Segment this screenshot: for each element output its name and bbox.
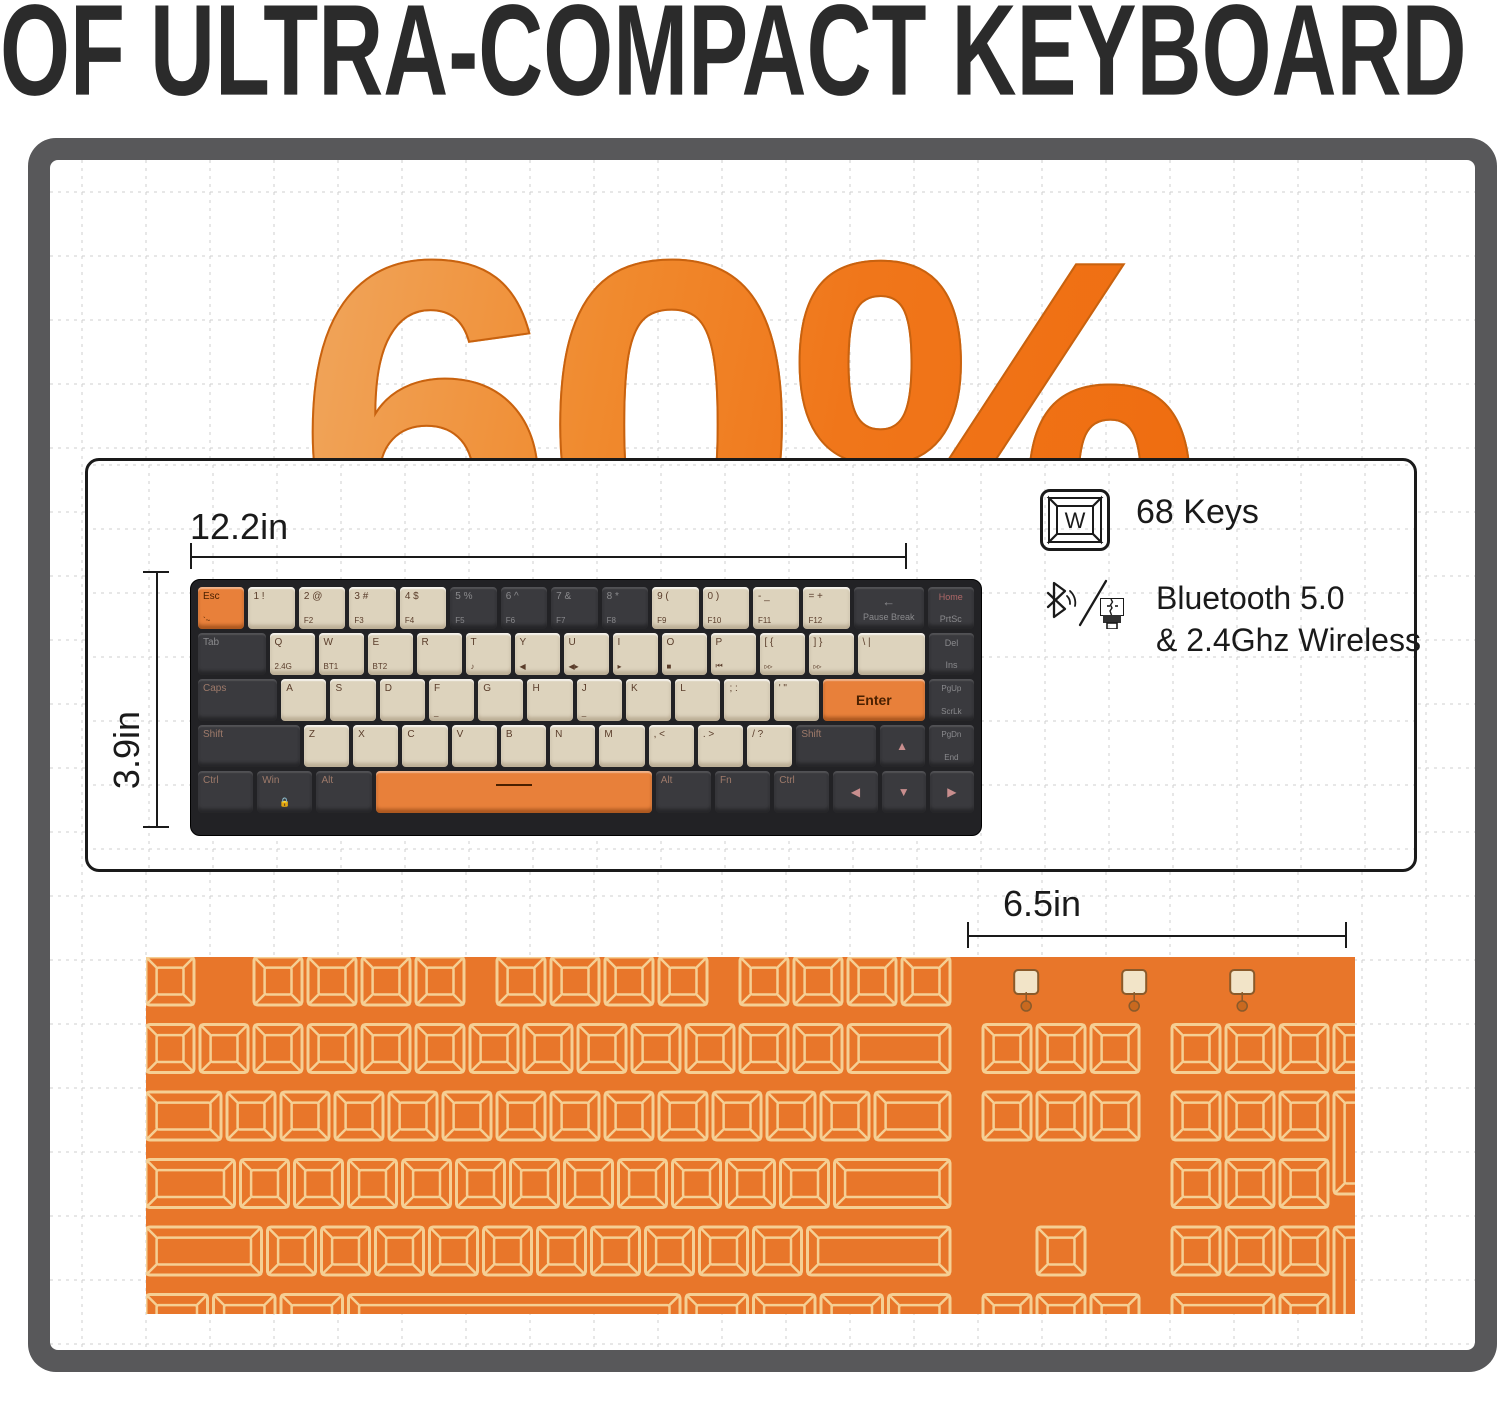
svg-text:W: W [1065,508,1086,533]
